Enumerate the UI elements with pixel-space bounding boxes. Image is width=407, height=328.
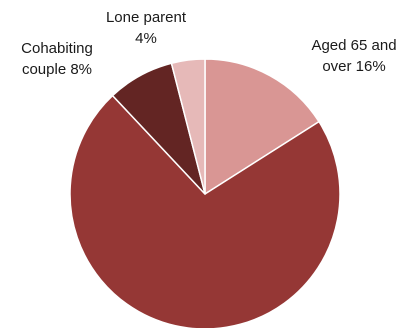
pie-labels: Aged 65 and over 16% Cohabiting couple 8% Lo… bbox=[21, 9, 396, 78]
pie-slices bbox=[69, 58, 341, 328]
pie-slice-label-3: Lone parent 4% bbox=[106, 9, 187, 47]
pie-slice-label-3-line-1: 4% bbox=[135, 30, 157, 47]
pie-slice-label-0: Aged 65 and over 16% bbox=[311, 37, 396, 75]
pie-slice-label-2: Cohabiting couple 8% bbox=[21, 40, 93, 78]
pie-slice-label-3-line-0: Lone parent bbox=[106, 9, 187, 26]
pie-slice-0 bbox=[204, 58, 320, 195]
pie-slice-label-2-line-1: couple 8% bbox=[22, 61, 92, 78]
pie-slice-label-0-line-1: over 16% bbox=[322, 58, 385, 75]
pie-slice-label-0-line-0: Aged 65 and bbox=[311, 37, 396, 54]
pie-slice-label-2-line-0: Cohabiting bbox=[21, 40, 93, 57]
pie-slice-3 bbox=[170, 58, 206, 195]
